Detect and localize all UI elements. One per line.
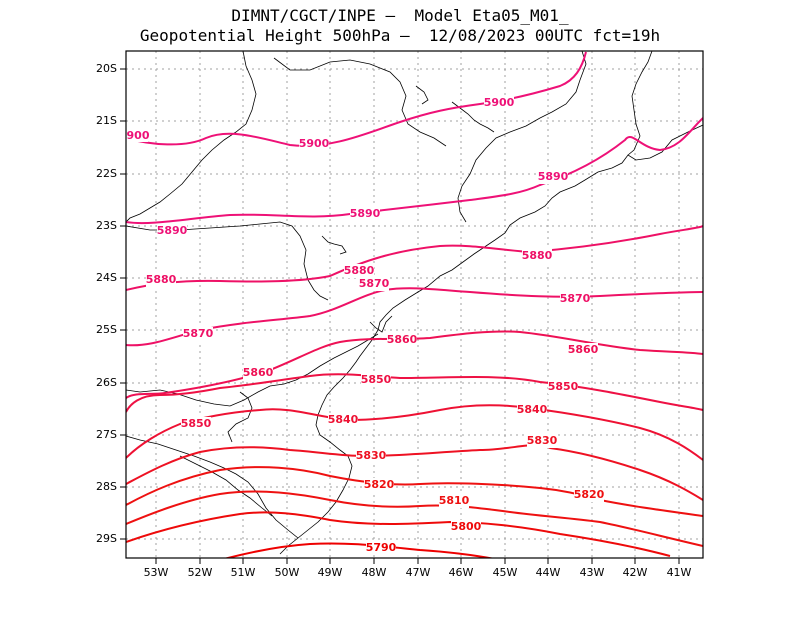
- contour-5840: [126, 404, 703, 461]
- lon-label: 51W: [231, 566, 256, 579]
- contour-label: 5810: [439, 494, 470, 507]
- lon-label: 43W: [580, 566, 605, 579]
- label-5850-left: 5850: [181, 417, 212, 431]
- lon-label: 44W: [536, 566, 561, 579]
- label-5860-mid: 5860: [387, 333, 418, 347]
- label-5900-right: 5900: [484, 96, 515, 110]
- lat-label: 29S: [96, 532, 117, 545]
- label-5900-left: 900: [126, 128, 150, 142]
- label-5860-right: 5860: [568, 343, 599, 357]
- contour-label: 5880: [344, 264, 375, 277]
- label-5880-right: 5880: [522, 249, 553, 263]
- contour-label: 5890: [538, 170, 569, 183]
- contour-label: 900: [127, 129, 150, 142]
- label-5800: 5800: [451, 520, 482, 534]
- contour-label: 5790: [366, 541, 397, 554]
- contour-label: 5880: [146, 273, 177, 286]
- contour-5810: [126, 490, 703, 547]
- lon-label: 49W: [318, 566, 343, 579]
- contour-5890: [126, 117, 703, 225]
- lat-label: 23S: [96, 219, 117, 232]
- contour-5790: [223, 542, 495, 558]
- tick-marks: [120, 68, 680, 564]
- label-5860-left: 5860: [243, 366, 274, 380]
- label-5840-right: 5840: [517, 403, 548, 417]
- contour-label: 5890: [157, 224, 188, 237]
- contour-label: 5880: [522, 249, 553, 262]
- label-5850-right: 5850: [548, 380, 579, 394]
- label-5870-mid: 5870: [359, 277, 390, 291]
- contour-label: 5870: [359, 277, 390, 290]
- contour-label: 5870: [183, 327, 214, 340]
- lon-label: 53W: [144, 566, 169, 579]
- label-5870-left: 5870: [183, 327, 214, 341]
- contour-label: 5850: [361, 373, 392, 386]
- grid-lines: [126, 51, 703, 558]
- label-5790: 5790: [366, 541, 397, 555]
- map-title-line1: DIMNT/CGCT/INPE – Model Eta05_M01_: [231, 6, 569, 25]
- label-5820-right: 5820: [574, 488, 605, 502]
- lat-label: 24S: [96, 271, 117, 284]
- label-5850-mid: 5850: [361, 373, 392, 387]
- contour-label: 5850: [181, 417, 212, 430]
- contour-label: 5860: [387, 333, 418, 346]
- contour-label: 5800: [451, 520, 482, 533]
- lon-label: 41W: [667, 566, 692, 579]
- lat-label: 21S: [96, 114, 117, 127]
- contour-label: 5840: [328, 413, 359, 426]
- contour-5900: [126, 51, 587, 147]
- label-5830-mid: 5830: [356, 449, 387, 463]
- coastline-borders: [126, 51, 703, 555]
- label-5890-left: 5890: [157, 224, 188, 238]
- contour-label: 5820: [364, 478, 395, 491]
- contour-5880: [126, 225, 703, 291]
- map-title-line2: Geopotential Height 500hPa – 12/08/2023 …: [139, 26, 661, 45]
- contour-label: 5870: [560, 292, 591, 305]
- contour-label: 5900: [299, 137, 330, 150]
- label-5880-left: 5880: [146, 273, 177, 287]
- contour-label: 5900: [484, 96, 515, 109]
- label-5810: 5810: [439, 494, 470, 508]
- lon-label: 42W: [623, 566, 648, 579]
- lat-label: 20S: [96, 62, 117, 75]
- label-5900-mid: 5900: [299, 137, 330, 151]
- contour-label: 5830: [356, 449, 387, 462]
- lat-label: 25S: [96, 323, 117, 336]
- lon-label: 52W: [188, 566, 213, 579]
- label-5830-right: 5830: [527, 434, 558, 448]
- contour-5830: [126, 443, 703, 501]
- contour-5820: [126, 466, 703, 517]
- contour-5800: [126, 511, 671, 557]
- lon-label: 47W: [406, 566, 431, 579]
- label-5890-right: 5890: [538, 170, 569, 184]
- lon-label: 46W: [449, 566, 474, 579]
- contour-label: 5820: [574, 488, 605, 501]
- lon-label: 48W: [362, 566, 387, 579]
- label-5840-mid: 5840: [328, 413, 359, 427]
- lon-label: 45W: [493, 566, 518, 579]
- contour-label: 5850: [548, 380, 579, 393]
- lat-label: 22S: [96, 167, 117, 180]
- label-5820-mid: 5820: [364, 478, 395, 492]
- contour-5850: [126, 373, 703, 413]
- lat-label: 27S: [96, 428, 117, 441]
- label-5870-right: 5870: [560, 292, 591, 306]
- contour-label: 5860: [243, 366, 274, 379]
- map-frame: [125, 50, 704, 559]
- lat-label: 28S: [96, 480, 117, 493]
- label-5880-mid: 5880: [344, 264, 375, 278]
- contour-label: 5830: [527, 434, 558, 447]
- contour-label: 5840: [517, 403, 548, 416]
- contour-label: 5860: [568, 343, 599, 356]
- label-5890-mid: 5890: [350, 207, 381, 221]
- lon-label: 50W: [275, 566, 300, 579]
- contour-label: 5890: [350, 207, 381, 220]
- lat-label: 26S: [96, 376, 117, 389]
